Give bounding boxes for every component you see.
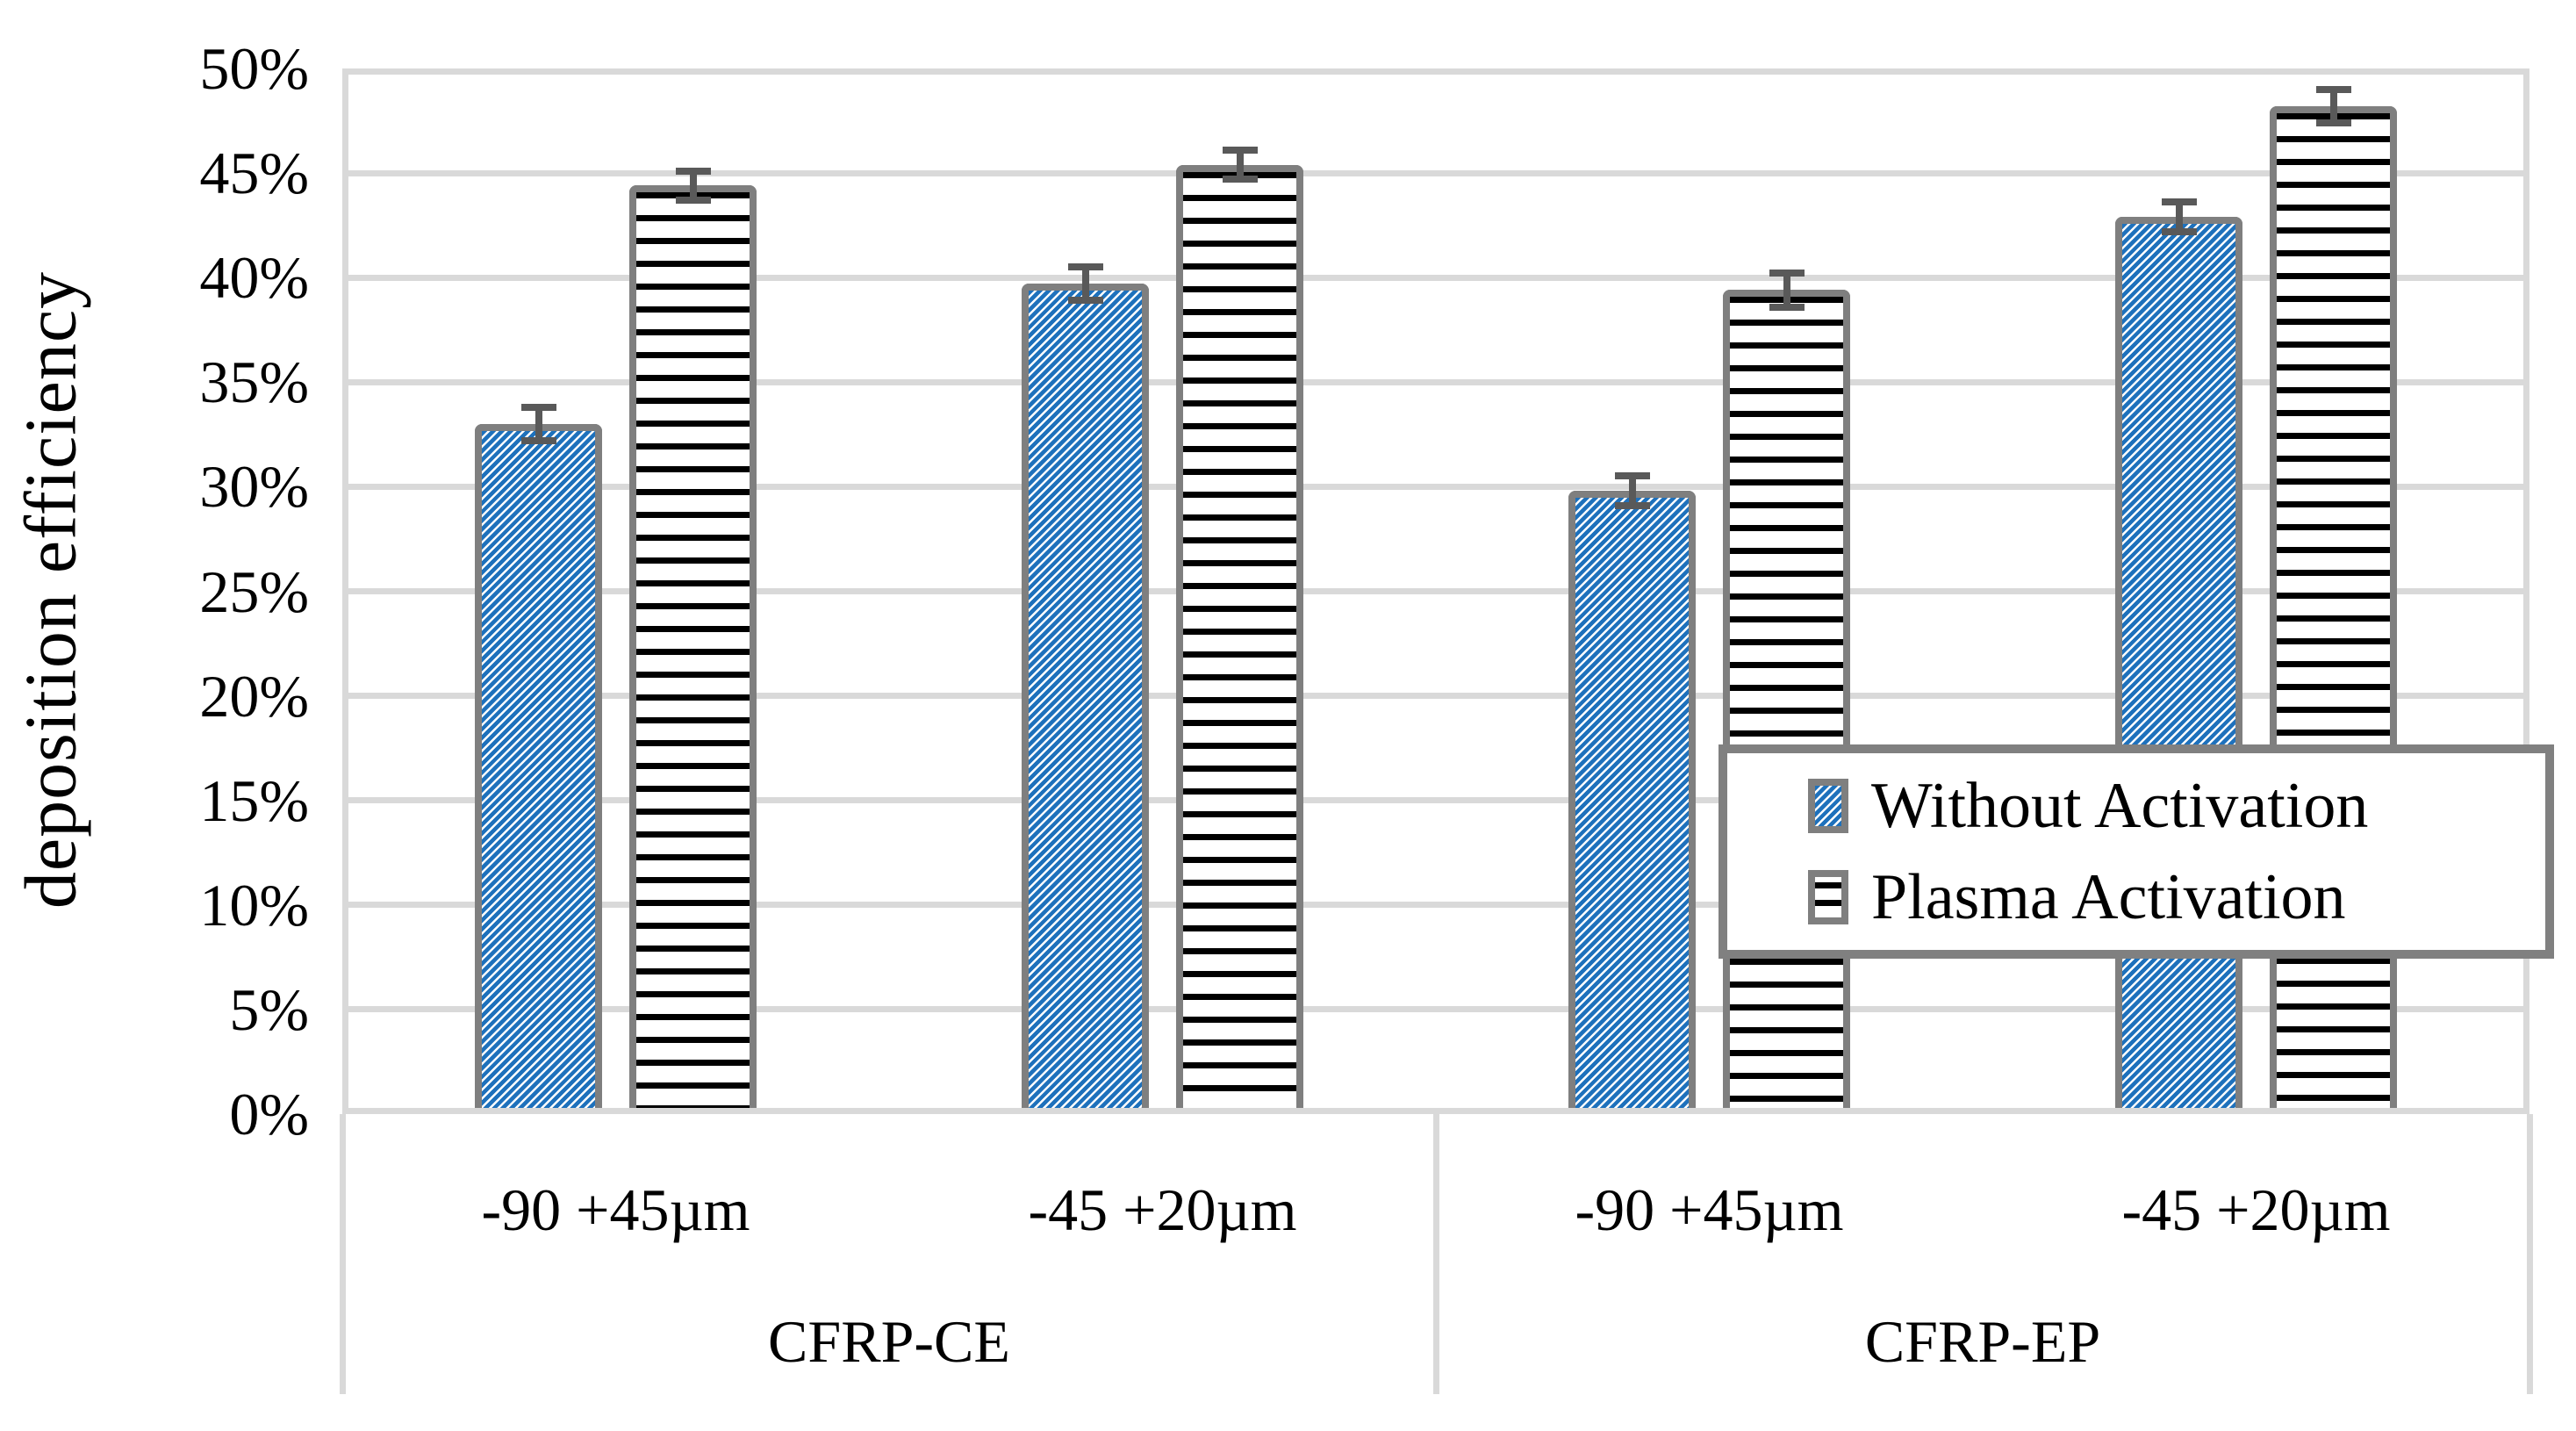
x-size-label: -90 +45µm xyxy=(1575,1176,1844,1243)
bar-plasma-activation-1 xyxy=(1176,164,1303,1114)
legend-label-without-activation: Without Activation xyxy=(1871,770,2369,842)
error-bar-plasma-activation-2 xyxy=(1769,270,1805,311)
gridline xyxy=(342,169,2529,176)
y-tick-label: 5% xyxy=(229,975,309,1043)
bar-without-activation-0 xyxy=(475,423,602,1114)
bar-without-activation-1 xyxy=(1022,284,1149,1114)
axis-separator-1 xyxy=(1432,1114,1439,1394)
legend-item-without-activation: Without Activation xyxy=(1808,773,2545,838)
x-material-label: CFRP-CE xyxy=(768,1308,1010,1375)
gridline xyxy=(342,797,2529,804)
error-bar-without-activation-0 xyxy=(520,403,556,444)
y-tick-label: 50% xyxy=(199,35,309,102)
legend: Without Activation Plasma Activation xyxy=(1719,744,2554,959)
x-size-label: -45 +20µm xyxy=(1028,1176,1297,1243)
gridline xyxy=(342,378,2529,385)
error-bar-without-activation-2 xyxy=(1614,472,1650,509)
y-tick-label: 20% xyxy=(199,662,309,730)
y-tick-label: 0% xyxy=(229,1081,309,1147)
x-size-label: -45 +20µm xyxy=(2121,1176,2391,1243)
gridline xyxy=(342,274,2529,281)
x-material-label: CFRP-EP xyxy=(1864,1308,2101,1375)
error-bar-plasma-activation-0 xyxy=(675,167,711,205)
gridline xyxy=(342,693,2529,700)
bar-without-activation-3 xyxy=(2115,217,2242,1114)
bar-plasma-activation-0 xyxy=(629,185,757,1114)
gridline xyxy=(342,483,2529,490)
x-axis-line xyxy=(342,1108,2529,1114)
axis-separator-0 xyxy=(339,1114,346,1394)
bar-without-activation-2 xyxy=(1568,491,1696,1114)
legend-item-plasma-activation: Plasma Activation xyxy=(1808,865,2545,930)
error-bar-plasma-activation-1 xyxy=(1222,146,1258,183)
error-bar-plasma-activation-3 xyxy=(2315,85,2351,126)
y-tick-label: 40% xyxy=(199,244,309,312)
y-tick-label: 10% xyxy=(199,871,309,938)
y-tick-label: 45% xyxy=(199,140,309,207)
y-tick-label: 35% xyxy=(199,349,309,416)
axis-separator-2 xyxy=(2526,1114,2533,1394)
gridline xyxy=(342,588,2529,594)
x-size-label: -90 +45µm xyxy=(481,1176,750,1243)
y-tick-label: 25% xyxy=(199,557,309,625)
y-tick-label: 30% xyxy=(199,453,309,521)
error-bar-without-activation-1 xyxy=(1067,263,1103,305)
bar-plasma-activation-3 xyxy=(2270,105,2397,1114)
y-tick-label: 15% xyxy=(199,766,309,834)
error-bar-without-activation-3 xyxy=(2161,198,2197,235)
legend-swatch-plasma-activation xyxy=(1808,870,1848,924)
gridline xyxy=(342,1006,2529,1013)
legend-label-plasma-activation: Plasma Activation xyxy=(1871,861,2346,933)
gridline xyxy=(342,902,2529,909)
bar-plasma-activation-2 xyxy=(1723,290,1850,1114)
legend-swatch-without-activation xyxy=(1808,779,1848,833)
